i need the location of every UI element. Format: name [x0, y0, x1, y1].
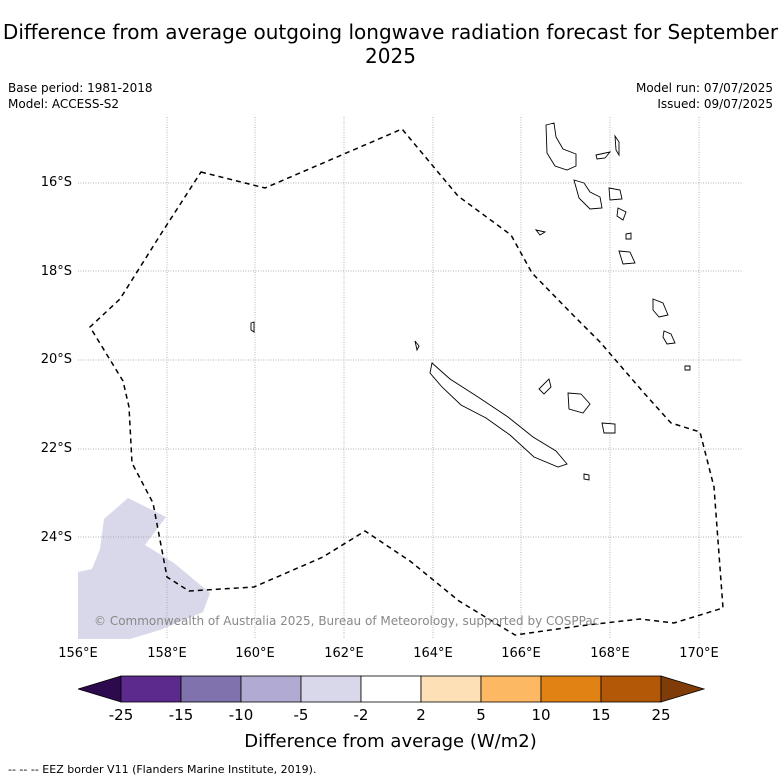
lat-label-22s: 22°S: [40, 441, 72, 456]
colorbar-tick: -25: [108, 706, 134, 724]
coastlines: [250, 122, 691, 481]
base-period: Base period: 1981-2018: [8, 81, 153, 95]
island-isle-of-pines: [583, 473, 590, 481]
colorbar-tick: -10: [228, 706, 254, 724]
island-belep: [414, 340, 420, 352]
island-small-east: [684, 365, 691, 371]
meta-right: Model run: 07/07/2025 Issued: 09/07/2025: [636, 80, 773, 112]
lat-label-24s: 24°S: [40, 530, 72, 545]
lat-label-16s: 16°S: [40, 175, 72, 190]
colorbar-tick: -5: [293, 706, 309, 724]
island-vanuatu-efate: [616, 207, 627, 221]
lon-label-158e: 158°E: [147, 646, 187, 661]
island-south-small: [534, 229, 547, 236]
colorbar: [78, 675, 706, 703]
lon-label-162e: 162°E: [324, 646, 364, 661]
island-new-caledonia: [429, 362, 568, 468]
gridlines: [78, 117, 743, 639]
island-vanuatu-ambae: [595, 151, 612, 160]
model-run: Model run: 07/07/2025: [635, 81, 773, 95]
lon-label-160e: 160°E: [235, 646, 275, 661]
map-svg: [78, 117, 743, 639]
colorbar-tick: 2: [416, 706, 426, 724]
colorbar-bin-3: [240, 675, 302, 703]
eez-legend-note: -- -- -- EEZ border V11 (Flanders Marine…: [8, 763, 317, 776]
lat-label-18s: 18°S: [40, 264, 72, 279]
map-title: Difference from average outgoing longwav…: [2, 20, 779, 68]
island-vanuatu-malekula: [573, 179, 603, 210]
island-vanuatu-espiritu-santo: [545, 122, 577, 171]
colorbar-tick: -2: [353, 706, 369, 724]
colorbar-bin-8: [540, 675, 602, 703]
colorbar-label: Difference from average (W/m2): [244, 731, 537, 752]
copyright-text: © Commonwealth of Australia 2025, Bureau…: [94, 614, 600, 628]
colorbar-bin-4: [300, 675, 362, 703]
lat-label-20s: 20°S: [40, 352, 72, 367]
colorbar-tick: 15: [591, 706, 611, 724]
colorbar-bin-5: [360, 675, 422, 703]
colorbar-tick: -15: [168, 706, 194, 724]
island-vanuatu-erromango: [625, 232, 632, 240]
colorbar-bin-6: [420, 675, 482, 703]
meta-left: Base period: 1981-2018 Model: ACCESS-S2: [8, 80, 153, 112]
model-name: Model: ACCESS-S2: [8, 97, 120, 111]
colorbar-extend-low: [78, 675, 122, 703]
island-lifou: [567, 392, 591, 414]
colorbar-bin-1: [120, 675, 182, 703]
eez-border: [89, 128, 724, 636]
island-vanuatu-maewo: [614, 134, 620, 157]
colorbar-tick: 25: [651, 706, 671, 724]
anomaly-region-negative: [78, 498, 210, 639]
island-vanuatu-pentecost: [608, 187, 623, 201]
colorbar-tick: 10: [531, 706, 551, 724]
island-loyalty-north: [652, 298, 669, 318]
colorbar-extend-high: [660, 675, 706, 703]
lon-label-170e: 170°E: [679, 646, 719, 661]
colorbar-tick: 5: [476, 706, 486, 724]
colorbar-bin-2: [180, 675, 242, 703]
colorbar-bin-7: [480, 675, 542, 703]
island-vanuatu-tanna: [618, 250, 636, 265]
island-loyalty-south: [662, 330, 676, 345]
island-chesterfield: [250, 321, 255, 333]
issued-date: Issued: 09/07/2025: [657, 97, 773, 111]
lon-label-164e: 164°E: [413, 646, 453, 661]
lon-label-168e: 168°E: [590, 646, 630, 661]
map-area: [78, 117, 743, 639]
colorbar-bin-9: [600, 675, 662, 703]
lon-label-166e: 166°E: [501, 646, 541, 661]
island-mare: [601, 422, 616, 434]
island-ouvea: [538, 378, 552, 395]
lon-label-156e: 156°E: [58, 646, 98, 661]
